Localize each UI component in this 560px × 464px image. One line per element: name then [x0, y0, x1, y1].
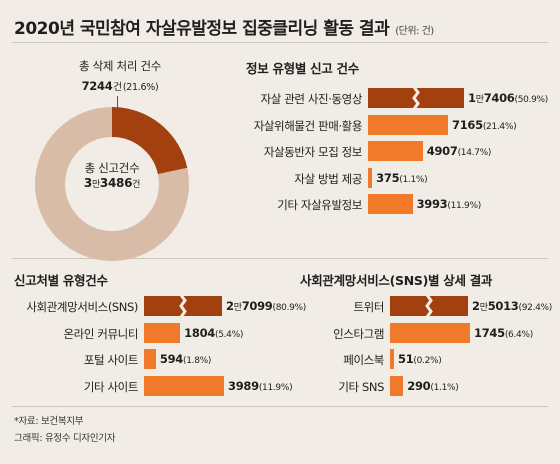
bar-value-label: 7165(21.4%): [452, 117, 517, 132]
bar-category-label: 자살 방법 제공: [294, 171, 362, 186]
bar-category-label: 기타 SNS: [338, 379, 384, 394]
bar-value-label: 1만7406(50.9%): [468, 91, 549, 105]
bar-value-label: 4907(14.7%): [426, 144, 492, 158]
bar: [368, 88, 464, 108]
bar-category-label: 자살동반자 모집 정보: [263, 145, 363, 159]
bar-value-label: 1745(6.4%): [474, 325, 533, 340]
middle-divider: [12, 258, 548, 259]
top-divider: [12, 42, 548, 43]
bar: [368, 194, 413, 214]
bar: [368, 141, 423, 161]
axis-break-mark: [179, 295, 187, 317]
deleted-label: 총 삭제 처리 건수: [78, 59, 162, 73]
bar-value-label: 290(1.1%): [407, 378, 459, 393]
section-title-info-type: 정보 유형별 신고 건수: [246, 61, 359, 76]
unit-label: (단위: 건): [395, 26, 434, 37]
chart-title: 2020년 국민참여 자살유발정보 집중클리닝 활동 결과 (단위: 건): [14, 19, 434, 39]
bar-category-label: 자살위해물건 판매·활용: [253, 118, 363, 133]
bottom-divider: [12, 406, 548, 407]
bar: [368, 114, 448, 135]
bar: [390, 349, 394, 369]
source-note: *자료: 보건복지부: [14, 416, 84, 427]
bar-value-label: 2만7099(80.9%): [226, 299, 307, 313]
total-label: 총 신고건수: [84, 161, 140, 175]
bar-value-label: 3989(11.9%): [228, 378, 293, 393]
bar-category-label: 인스타그램: [333, 326, 384, 341]
bar: [390, 296, 468, 316]
axis-break-mark: [412, 87, 420, 109]
donut-slice-remaining: [35, 107, 189, 261]
graphic-credit: 그래픽: 유정수 디자인기자: [14, 433, 116, 444]
bar: [390, 375, 404, 396]
bar-category-label: 기타 사이트: [83, 379, 139, 394]
deleted-value: 7244건(21.6%): [81, 79, 159, 93]
bar: [144, 375, 224, 396]
bar-value-label: 51(0.2%): [398, 352, 442, 366]
section-title-sns: 사회관계망서비스(SNS)별 상세 결과: [300, 273, 493, 288]
bar-value-label: 1804(5.4%): [184, 325, 244, 340]
bar: [144, 349, 156, 369]
bar-value-label: 375(1.1%): [376, 170, 428, 185]
section-title-channel: 신고처별 유형건수: [14, 273, 108, 288]
total-value: 3만3486건: [83, 176, 141, 190]
bar-category-label: 사회관계망서비스(SNS): [26, 300, 138, 314]
bar-value-label: 2만5013(92.4%): [472, 299, 553, 313]
bar-category-label: 트위터: [353, 300, 384, 314]
bar-category-label: 기타 자살유발정보: [277, 198, 362, 212]
bar-category-label: 페이스북: [343, 353, 384, 367]
axis-break-mark: [425, 295, 433, 317]
bar: [390, 322, 470, 343]
bar-value-label: 594(1.8%): [159, 352, 212, 366]
bar: [144, 296, 222, 316]
bar-category-label: 온라인 커뮤니티: [63, 326, 138, 341]
bar-category-label: 포털 사이트: [83, 353, 139, 367]
bar: [368, 167, 373, 188]
bar-category-label: 자살 관련 사진·동영상: [260, 92, 363, 106]
donut-chart: [35, 107, 189, 261]
deleted-leader-line: [117, 96, 118, 114]
bar-value-label: 3993(11.9%): [416, 197, 482, 211]
bar: [144, 322, 181, 343]
